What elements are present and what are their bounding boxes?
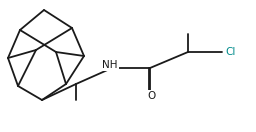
Text: Cl: Cl [226,47,236,57]
Text: O: O [147,91,155,101]
Text: NH: NH [102,60,118,70]
